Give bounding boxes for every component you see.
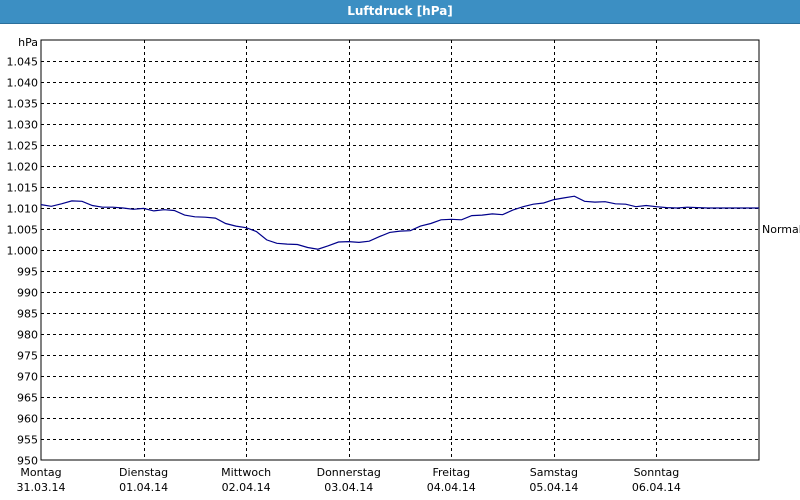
y-tick-label: 990 — [17, 287, 38, 300]
x-tick-day: Sonntag — [634, 466, 680, 479]
x-tick-day: Montag — [20, 466, 61, 479]
y-tick-label: 1.020 — [7, 161, 39, 174]
y-tick-label: 995 — [17, 266, 38, 279]
pressure-series-line — [40, 195, 759, 250]
y-tick-label: 1.040 — [7, 77, 39, 90]
pressure-chart: 1.045 1.040 1.035 1.030 1.025 1.020 1.015 1.010… — [7, 36, 800, 494]
y-tick-label: 1.030 — [7, 119, 39, 132]
x-tick-day: Donnerstag — [317, 466, 381, 479]
y-tick-label: 955 — [17, 434, 38, 447]
x-tick-day: Mittwoch — [221, 466, 271, 479]
y-tick-label: 960 — [17, 413, 38, 426]
y-tick-label: 1.010 — [7, 203, 39, 216]
y-tick-label: 1.015 — [7, 182, 39, 195]
x-tick-date: 05.04.14 — [529, 481, 578, 494]
y-tick-label: 1.000 — [7, 245, 39, 258]
x-tick-day: Samstag — [530, 466, 578, 479]
x-tick-date: 06.04.14 — [632, 481, 681, 494]
y-tick-label: 970 — [17, 371, 38, 384]
y-tick-label: 975 — [17, 350, 38, 363]
reference-label: Normal — [762, 223, 800, 236]
x-tick-date: 31.03.14 — [17, 481, 66, 494]
y-tick-label: 1.045 — [7, 56, 39, 69]
x-tick-date: 02.04.14 — [222, 481, 271, 494]
y-tick-label: 965 — [17, 392, 38, 405]
y-tick-label: 950 — [17, 455, 38, 468]
x-tick-day: Freitag — [432, 466, 470, 479]
y-tick-label: 985 — [17, 308, 38, 321]
y-tick-label: 1.005 — [7, 224, 39, 237]
x-tick-date: 04.04.14 — [427, 481, 476, 494]
x-tick-date: 03.04.14 — [324, 481, 373, 494]
y-axis-label: hPa — [18, 36, 38, 49]
chart-title: Luftdruck [hPa] — [0, 0, 800, 24]
x-tick-date: 01.04.14 — [119, 481, 168, 494]
y-tick-label: 980 — [17, 329, 38, 342]
y-tick-label: 1.025 — [7, 140, 39, 153]
y-tick-label: 1.035 — [7, 98, 39, 111]
x-tick-day: Dienstag — [119, 466, 168, 479]
plot-frame — [40, 39, 760, 461]
